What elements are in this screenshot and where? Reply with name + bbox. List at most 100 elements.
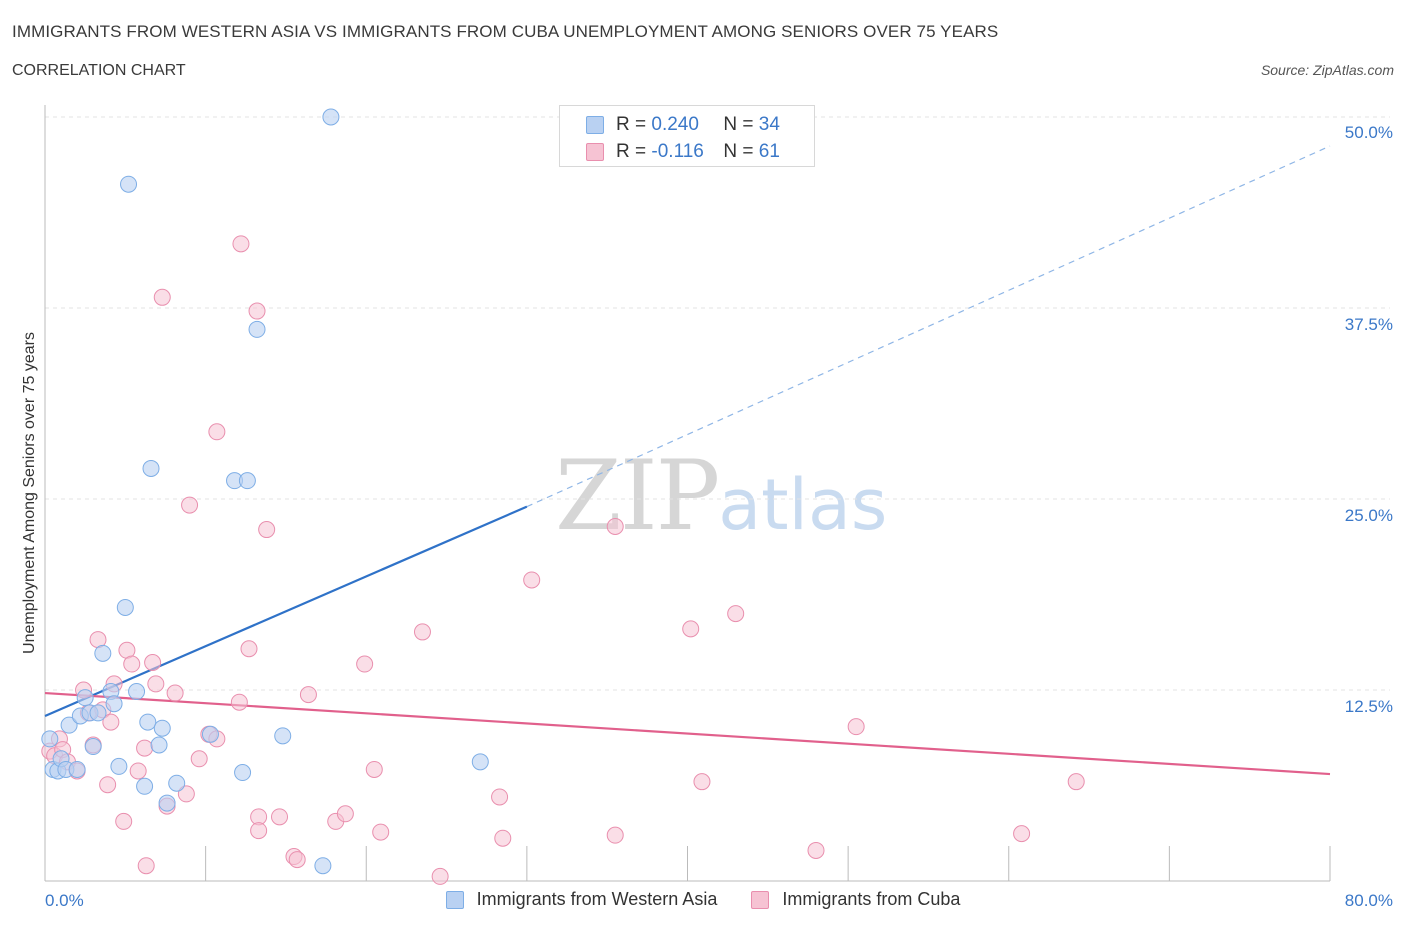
western-asia-point	[110, 757, 128, 775]
western-asia-point	[89, 704, 107, 722]
cuba-point	[102, 713, 120, 731]
series-swatch-blue	[445, 890, 464, 909]
y-tick-label-25: 25.0%	[1344, 506, 1393, 525]
cuba-point	[258, 521, 276, 539]
y-tick-label-12-5: 12.5%	[1344, 697, 1393, 716]
watermark-atlas: atlas	[718, 464, 888, 546]
cuba-point	[99, 776, 117, 794]
cuba-point	[288, 851, 306, 869]
cuba-point	[727, 605, 745, 623]
western-asia-point	[274, 727, 292, 745]
western-asia-point	[471, 753, 489, 771]
trend-lines	[44, 145, 1331, 776]
cuba-point	[356, 655, 374, 673]
cuba-point	[807, 841, 825, 859]
cuba-point	[1067, 773, 1085, 791]
x-tick-label-min: 0.0%	[45, 891, 84, 910]
cuba-point	[431, 867, 449, 885]
cuba-point	[491, 788, 509, 806]
western-asia-point	[116, 598, 134, 616]
cuba-point	[137, 857, 155, 875]
chart-subtitle: CORRELATION CHART	[12, 62, 186, 79]
western-asia-point	[248, 320, 266, 338]
grid-lines	[45, 116, 1390, 691]
western-asia-point	[41, 730, 59, 748]
source-label: Source: ZipAtlas.com	[1260, 62, 1394, 78]
chart-title: IMMIGRANTS FROM WESTERN ASIA VS IMMIGRAN…	[12, 22, 999, 41]
series-legend-label: Immigrants from Cuba	[782, 889, 961, 909]
legend-row-cuba: R = -0.116 N = 61	[586, 140, 780, 164]
cuba-trend-line	[44, 691, 1331, 776]
cuba-point	[230, 693, 248, 711]
series-legend-label: Immigrants from Western Asia	[476, 889, 718, 909]
legend-swatch-blue	[586, 116, 604, 134]
cuba-point	[136, 739, 154, 757]
cuba-point	[153, 288, 171, 306]
western-asia-point	[76, 689, 94, 707]
y-tick-label-50: 50.0%	[1344, 123, 1393, 142]
series-legend: Immigrants from Western Asia Immigrants …	[0, 889, 1406, 910]
western-asia-point	[238, 472, 256, 490]
legend-n-label: N =	[723, 114, 754, 135]
x-tick-label-max: 80.0%	[1344, 891, 1393, 910]
legend-r-value: 0.240	[651, 114, 699, 135]
western-asia-point	[234, 764, 252, 782]
legend-n-label: N =	[723, 141, 754, 162]
western-asia-point	[60, 716, 78, 734]
western-asia-point	[105, 695, 123, 713]
cuba-point	[240, 640, 258, 658]
western-asia-point	[314, 857, 332, 875]
western-asia-point	[128, 683, 146, 701]
cuba-point	[413, 623, 431, 641]
cuba-point	[523, 571, 541, 589]
cuba-point	[250, 822, 268, 840]
cuba-point	[129, 762, 147, 780]
cuba-point	[147, 675, 165, 693]
western-asia-point	[136, 777, 154, 795]
western-asia-point	[153, 719, 171, 737]
legend-r-value: -0.116	[651, 141, 704, 162]
legend-r-label: R =	[616, 141, 647, 162]
western-asia-point	[68, 760, 86, 778]
cuba-point	[271, 808, 289, 826]
cuba-point	[606, 518, 624, 536]
legend-n-value: 34	[758, 114, 780, 135]
y-axis-label: Unemployment Among Seniors over 75 years	[21, 332, 38, 654]
cuba-point	[166, 684, 184, 702]
cuba-point	[177, 785, 195, 803]
legend-row-western-asia: R = 0.240 N = 34	[586, 113, 780, 137]
western-asia-point	[150, 736, 168, 754]
western-asia-point	[142, 459, 160, 477]
cuba-point	[248, 302, 266, 320]
watermark: ZIPatlas	[555, 440, 887, 552]
correlation-legend: R = 0.240 N = 34 R = -0.116 N = 61	[559, 105, 815, 167]
cuba-point	[682, 620, 700, 638]
cuba-point	[115, 812, 133, 830]
cuba-point	[181, 496, 199, 514]
cuba-point	[372, 823, 390, 841]
western-asia-point	[84, 738, 102, 756]
western-asia-point	[139, 713, 157, 731]
western-asia-point	[322, 108, 340, 126]
legend-r-label: R =	[616, 114, 647, 135]
cuba-point	[190, 750, 208, 768]
y-tick-label-37-5: 37.5%	[1344, 315, 1393, 334]
cuba-point	[494, 829, 512, 847]
series-swatch-pink	[751, 890, 770, 909]
cuba-point	[606, 826, 624, 844]
western-asia-point	[94, 644, 112, 662]
cuba-point	[693, 773, 711, 791]
cuba-point	[365, 760, 383, 778]
cuba-point	[336, 805, 354, 823]
data-points	[41, 108, 1085, 885]
cuba-point	[1013, 825, 1031, 843]
western-asia-trend-line	[44, 505, 528, 717]
western-asia-point	[120, 175, 138, 193]
legend-swatch-pink	[586, 143, 604, 161]
cuba-point	[232, 235, 250, 253]
axes	[44, 105, 1331, 882]
series-legend-item-western-asia: Immigrants from Western Asia	[445, 889, 718, 910]
western-asia-point	[201, 725, 219, 743]
series-legend-item-cuba: Immigrants from Cuba	[751, 889, 960, 910]
